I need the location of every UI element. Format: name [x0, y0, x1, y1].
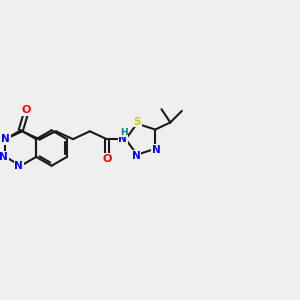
Text: S: S: [133, 117, 141, 127]
Text: O: O: [102, 154, 112, 164]
Text: N: N: [1, 134, 10, 144]
Text: H: H: [120, 128, 127, 137]
Text: N: N: [152, 145, 161, 155]
Text: N: N: [118, 134, 127, 144]
Text: N: N: [132, 151, 140, 161]
Text: N: N: [0, 152, 8, 162]
Text: O: O: [21, 105, 31, 115]
Text: N: N: [14, 161, 23, 171]
